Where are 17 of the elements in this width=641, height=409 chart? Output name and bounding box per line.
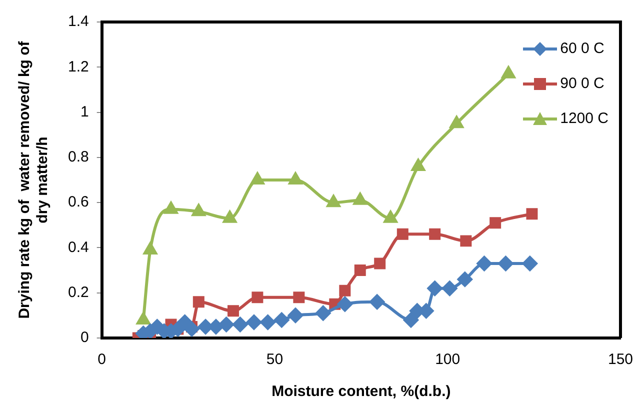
y-tick-label: 0.2 <box>68 284 89 301</box>
x-tick-label: 0 <box>98 351 106 368</box>
x-tick-label: 150 <box>608 351 633 368</box>
y-axis-title: Drying rate kg of water removed/ kg of dry matter/h <box>16 40 52 319</box>
y-tick-label: 1.4 <box>68 13 89 30</box>
y-tick-label: 1.2 <box>68 58 89 76</box>
legend-label: 90 0 C <box>560 75 604 92</box>
x-tick-label: 100 <box>435 351 460 368</box>
x-axis-title: Moisture content, %(d.b.) <box>272 383 451 400</box>
y-tick-label: 0.6 <box>68 194 89 211</box>
legend-label: 1200 C <box>560 110 608 127</box>
y-tick-label: 0 <box>80 329 89 346</box>
y-tick-label: 0.4 <box>68 238 89 256</box>
y-tick-label: 1 <box>80 103 89 120</box>
y-tick-label: 0.8 <box>68 148 89 166</box>
x-tick-label: 50 <box>266 351 284 368</box>
legend-label: 60 0 C <box>560 40 604 57</box>
